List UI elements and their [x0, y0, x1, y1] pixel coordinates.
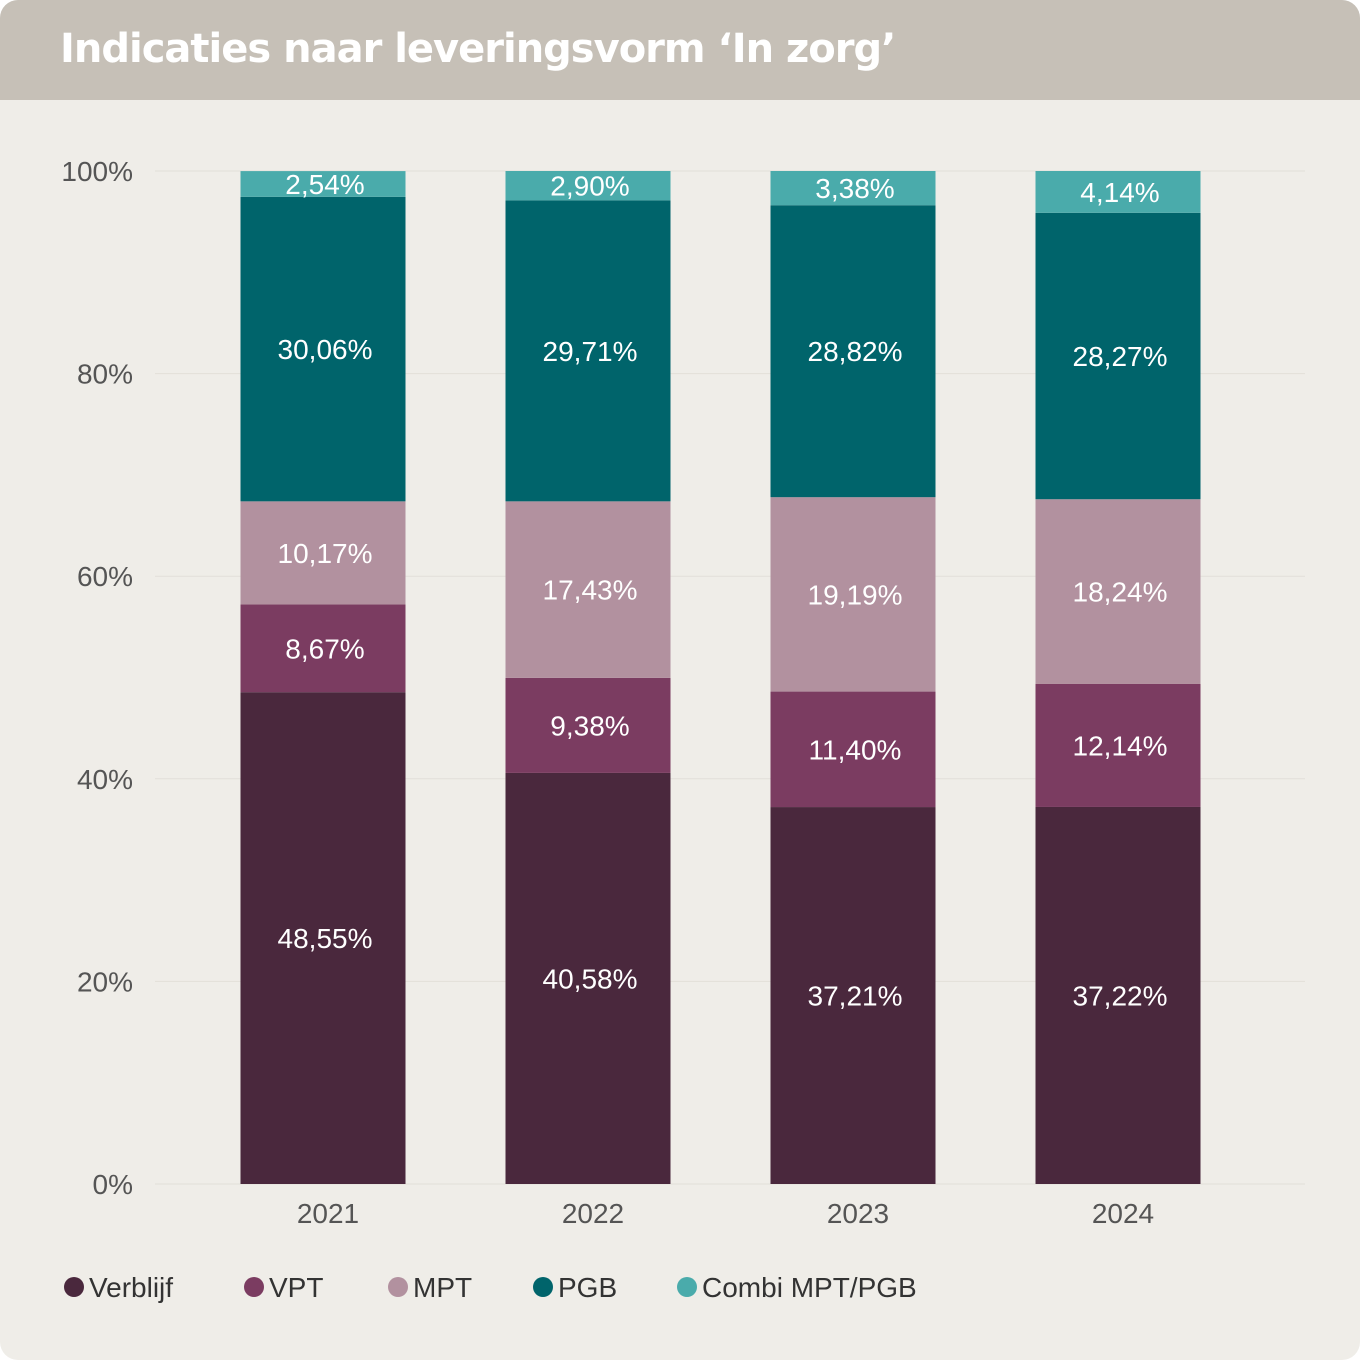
bar-segment — [505, 772, 671, 1184]
y-tick-label: 60% — [77, 561, 133, 592]
bar-segment — [1035, 683, 1201, 807]
y-tick-label: 80% — [77, 359, 133, 390]
bar-segment — [770, 171, 936, 206]
x-tick-label: 2021 — [297, 1198, 359, 1229]
legend-swatch — [388, 1277, 408, 1297]
legend-label: VPT — [269, 1272, 323, 1303]
x-tick-label: 2023 — [827, 1198, 889, 1229]
data-label: 4,14% — [1080, 177, 1159, 208]
data-label: 37,22% — [1073, 980, 1168, 1011]
bar-segment — [240, 604, 406, 693]
bar-segment — [770, 205, 936, 498]
y-tick-label: 0% — [93, 1169, 133, 1200]
bar-segment — [1035, 499, 1201, 684]
y-tick-label: 100% — [61, 156, 133, 187]
bar-segment — [505, 501, 671, 678]
bar-segment — [770, 807, 936, 1184]
data-label: 28,82% — [808, 336, 903, 367]
data-label: 19,19% — [808, 579, 903, 610]
bar-segment — [1035, 171, 1201, 213]
data-label: 2,90% — [550, 171, 629, 202]
bar-segment — [240, 196, 406, 502]
data-label: 17,43% — [543, 575, 638, 606]
legend-swatch — [64, 1277, 84, 1297]
data-label: 2,54% — [285, 169, 364, 200]
legend-swatch — [677, 1277, 697, 1297]
data-label: 12,14% — [1073, 730, 1168, 761]
y-tick-label: 20% — [77, 966, 133, 997]
x-tick-label: 2022 — [562, 1198, 624, 1229]
data-label: 40,58% — [543, 963, 638, 994]
data-label: 29,71% — [543, 336, 638, 367]
legend-label: MPT — [413, 1272, 472, 1303]
x-tick-label: 2024 — [1092, 1198, 1154, 1229]
bar-segment — [505, 171, 671, 201]
data-label: 10,17% — [278, 538, 373, 569]
legend-label: Verblijf — [89, 1272, 173, 1303]
legend-swatch — [244, 1277, 264, 1297]
bar-segment — [1035, 212, 1201, 500]
data-label: 9,38% — [550, 710, 629, 741]
data-label: 11,40% — [809, 734, 902, 765]
legend-label: PGB — [558, 1272, 617, 1303]
chart-title: Indicaties naar leveringsvorm ‘In zorg’ — [60, 26, 896, 72]
legend-swatch — [533, 1277, 553, 1297]
bar-segment — [240, 692, 406, 1184]
data-label: 48,55% — [278, 923, 373, 954]
bar-segment — [240, 171, 406, 197]
y-tick-label: 40% — [77, 764, 133, 795]
data-label: 18,24% — [1073, 577, 1168, 608]
bar-segment — [770, 691, 936, 808]
data-label: 37,21% — [808, 981, 903, 1012]
data-label: 8,67% — [285, 633, 364, 664]
data-label: 28,27% — [1073, 341, 1168, 372]
data-label: 30,06% — [278, 334, 373, 365]
bar-segment — [240, 501, 406, 605]
data-label: 3,38% — [815, 173, 894, 204]
legend-label: Combi MPT/PGB — [702, 1272, 917, 1303]
bar-segment — [505, 677, 671, 773]
bar-segment — [505, 200, 671, 502]
bar-segment — [1035, 806, 1201, 1184]
bar-segment — [770, 497, 936, 692]
header-bar: Indicaties naar leveringsvorm ‘In zorg’ — [0, 0, 1360, 100]
